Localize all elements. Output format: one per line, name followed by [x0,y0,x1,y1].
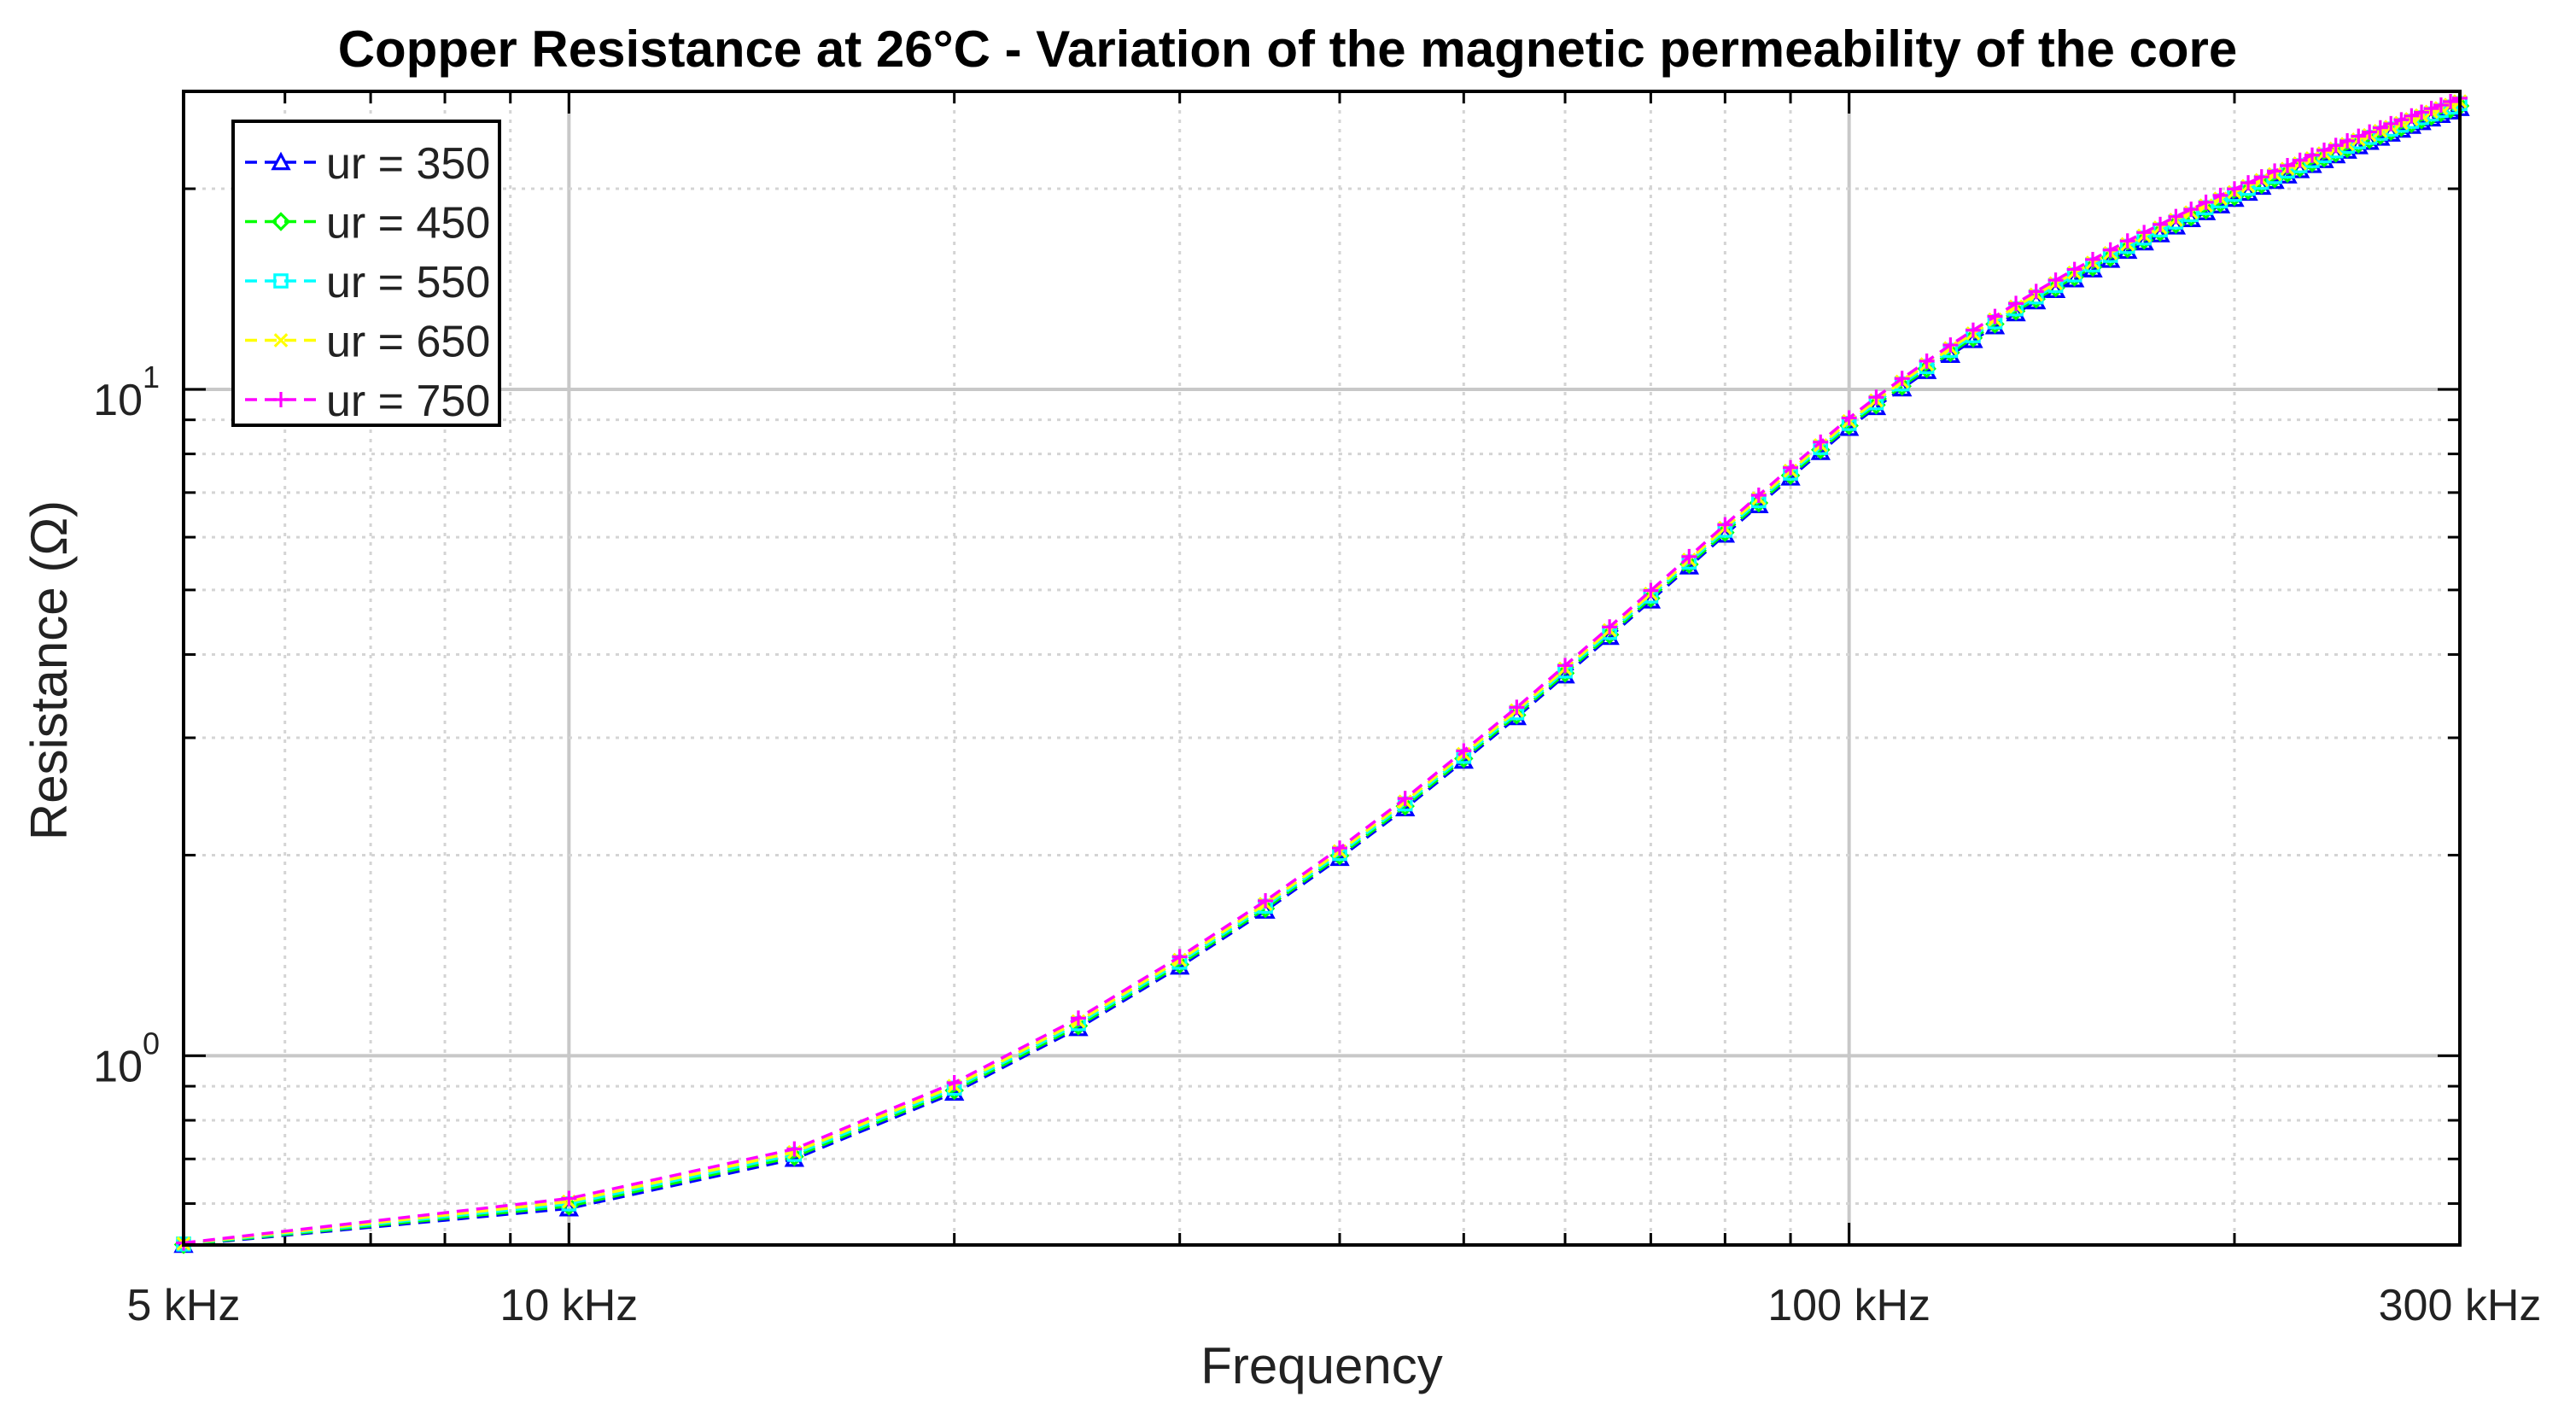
data-point [1681,548,1697,564]
y-tick-label: 10 [93,1042,143,1091]
y-tick-exponent: 1 [143,359,160,394]
data-point [2168,208,2184,225]
series-line [183,104,2461,1247]
data-point [1942,337,1959,354]
y-axis-label: Resistance (Ω) [20,500,78,840]
data-point [946,1075,962,1091]
legend: ur = 350 ur = 450 ur = 550 ur = 650 ur = 750 [231,120,501,427]
data-point [2102,242,2118,258]
data-point [1070,1010,1086,1026]
x-tick-label: 100 kHz [1767,1281,1931,1330]
data-point [2136,225,2153,241]
x-tick-label: 10 kHz [499,1281,638,1330]
data-point [1332,840,1348,856]
data-point [1557,657,1574,674]
data-point [2119,233,2135,249]
data-point [1965,322,1981,338]
data-point [1813,434,1829,450]
data-point [1868,389,1884,406]
legend-label: ur = 750 [326,377,490,426]
data-point [2383,115,2399,131]
data-point [2423,101,2439,117]
chart-title: Copper Resistance at 26°C - Variation of… [338,20,2238,78]
data-point [2328,137,2344,154]
data-point [2393,112,2410,128]
legend-label: ur = 650 [326,318,490,367]
data-point [2198,194,2214,210]
data-point [1750,488,1767,504]
legend-marker [273,392,289,407]
data-series [173,91,2470,1254]
axis-ticks [184,91,2460,1245]
data-point [1509,699,1525,716]
legend-marker [271,151,291,171]
data-point [2085,251,2101,267]
legend-label: ur = 350 [326,139,490,189]
data-point [1456,743,1472,759]
data-point [1717,517,1733,533]
legend-marker [271,212,291,231]
data-point [1894,371,1910,387]
data-point [1841,410,1857,426]
data-point [1643,582,1659,599]
data-point [2414,104,2430,120]
data-point [786,1141,803,1157]
data-point [2047,272,2064,289]
data-point [1397,791,1413,807]
series-ur-750 [176,91,2468,1251]
y-tick-label: 10 [93,376,143,425]
y-tick-exponent: 0 [143,1026,160,1061]
data-point [2212,187,2228,203]
legend-label: ur = 450 [326,199,490,248]
data-point [1171,949,1188,965]
data-point [2183,202,2199,218]
data-point [2240,175,2257,191]
legend-marker [273,273,289,289]
data-point [2351,128,2367,144]
legend-marker [273,333,289,348]
data-point [2372,120,2388,136]
data-point [1602,619,1618,635]
data-point [1987,308,2003,324]
data-point [2267,163,2283,179]
data-point [2362,124,2378,140]
data-point [2226,181,2242,197]
data-point [2280,157,2296,173]
data-point [2339,132,2356,149]
legend-label: ur = 550 [326,258,490,307]
data-point [1919,353,1935,369]
data-point [2443,94,2459,110]
data-point [2404,108,2420,124]
x-axis-label: Frequency [1200,1337,1442,1394]
data-point [2153,216,2169,232]
data-point [2316,143,2332,158]
data-point [1783,459,1799,476]
plot-frame [182,90,2462,1247]
x-tick-label: 5 kHz [127,1281,241,1330]
data-point [2028,283,2044,300]
grid-lines [184,91,2460,1245]
x-tick-labels: 5 kHz 10 kHz 100 kHz 300 kHz [127,1281,2542,1330]
data-point [2008,295,2024,312]
x-tick-label: 300 kHz [2379,1281,2542,1330]
data-point [2292,152,2308,168]
data-point [2433,97,2449,114]
data-point [2066,261,2082,278]
legend-box [231,120,501,427]
data-point [2304,147,2320,163]
data-point [2253,169,2269,185]
data-point [1258,892,1274,909]
data-point [561,1190,577,1207]
